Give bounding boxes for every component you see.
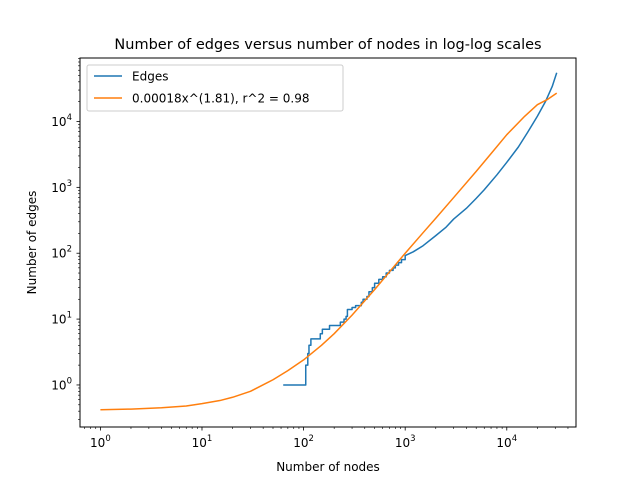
x-tick-label: 104: [496, 434, 517, 450]
x-tick-label: 100: [90, 434, 111, 450]
legend-label-fit: 0.00018x^(1.81), r^2 = 0.98: [132, 92, 310, 106]
series-line-fit: [100, 92, 558, 411]
x-axis-label: Number of nodes: [276, 460, 380, 474]
y-tick-label: 103: [51, 179, 72, 195]
x-tick-label: 103: [395, 434, 416, 450]
legend-label-edges: Edges: [132, 70, 168, 84]
axes-layer: 100 101 102 103 104 100 101 102 103 104: [51, 58, 569, 450]
legend: Edges 0.00018x^(1.81), r^2 = 0.98: [86, 64, 344, 112]
legend-box: [86, 64, 344, 112]
y-tick-label: 100: [51, 376, 72, 392]
y-tick-label: 101: [51, 311, 72, 327]
y-axis-label: Number of edges: [25, 191, 39, 295]
series-layer: [100, 72, 558, 411]
plot-frame: [79, 57, 577, 428]
x-tick-label: 101: [192, 434, 213, 450]
y-tick-label: 104: [51, 113, 72, 129]
chart-title: Number of edges versus number of nodes i…: [114, 37, 541, 53]
y-tick-label: 102: [51, 245, 72, 261]
x-tick-label: 102: [293, 434, 314, 450]
series-line-edges: [283, 72, 558, 386]
